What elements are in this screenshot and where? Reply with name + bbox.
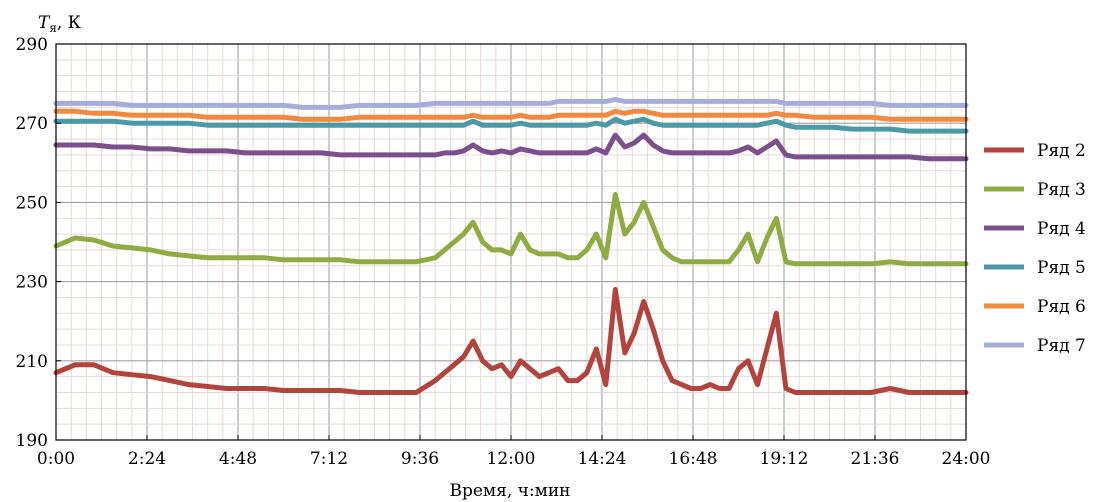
x-tick-label: 14:24 bbox=[578, 449, 627, 469]
x-axis-title: Время, ч:мин bbox=[449, 481, 570, 501]
series-lines bbox=[53, 96, 969, 395]
legend-label-ряд-4: Ряд 4 bbox=[1037, 219, 1086, 239]
series-line-ряд-3 bbox=[53, 192, 969, 267]
x-tick-label: 21:36 bbox=[851, 449, 900, 469]
series-line-ряд-6 bbox=[53, 108, 969, 122]
y-axis-unit: , К bbox=[57, 13, 81, 33]
x-tick-label: 19:12 bbox=[760, 449, 809, 469]
y-tick-label: 210 bbox=[16, 352, 48, 372]
x-tick-label: 24:00 bbox=[942, 449, 991, 469]
y-tick-label: 250 bbox=[16, 193, 48, 213]
legend-label-ряд-6: Ряд 6 bbox=[1037, 297, 1086, 317]
y-tick-label: 230 bbox=[16, 273, 48, 293]
y-axis-symbol: T bbox=[38, 13, 51, 33]
x-tick-label: 9:36 bbox=[401, 449, 439, 469]
series-line-ряд-7 bbox=[53, 96, 969, 110]
legend-label-ряд-7: Ряд 7 bbox=[1037, 336, 1086, 356]
axis-ticks: 0:00 2:24 4:48 7:12 9:36 12:00 14:24 16:48 19:12… bbox=[16, 35, 991, 469]
y-tick-label: 290 bbox=[16, 35, 48, 55]
x-tick-label: 4:48 bbox=[219, 449, 257, 469]
x-tick-label: 2:24 bbox=[128, 449, 166, 469]
series-line-ряд-2 bbox=[53, 287, 969, 395]
y-axis-subscript: я bbox=[49, 21, 57, 35]
y-tick-label: 190 bbox=[16, 431, 48, 451]
legend: Ряд 2 Ряд 3 Ряд 4 Ряд 5 Ряд 6 Ряд 7 bbox=[984, 141, 1086, 356]
legend-label-ряд-5: Ряд 5 bbox=[1037, 258, 1086, 278]
chart-grid bbox=[56, 44, 966, 440]
x-tick-label: 7:12 bbox=[310, 449, 348, 469]
legend-label-ряд-3: Ряд 3 bbox=[1037, 180, 1086, 200]
x-tick-label: 16:48 bbox=[669, 449, 718, 469]
y-axis-title: Tя, К bbox=[38, 13, 81, 35]
legend-label-ряд-2: Ряд 2 bbox=[1037, 141, 1086, 161]
x-tick-label: 12:00 bbox=[487, 449, 536, 469]
series-line-ряд-5 bbox=[53, 116, 969, 134]
y-tick-label: 270 bbox=[16, 114, 48, 134]
x-tick-label: 0:00 bbox=[37, 449, 75, 469]
series-line-ряд-4 bbox=[53, 132, 969, 162]
